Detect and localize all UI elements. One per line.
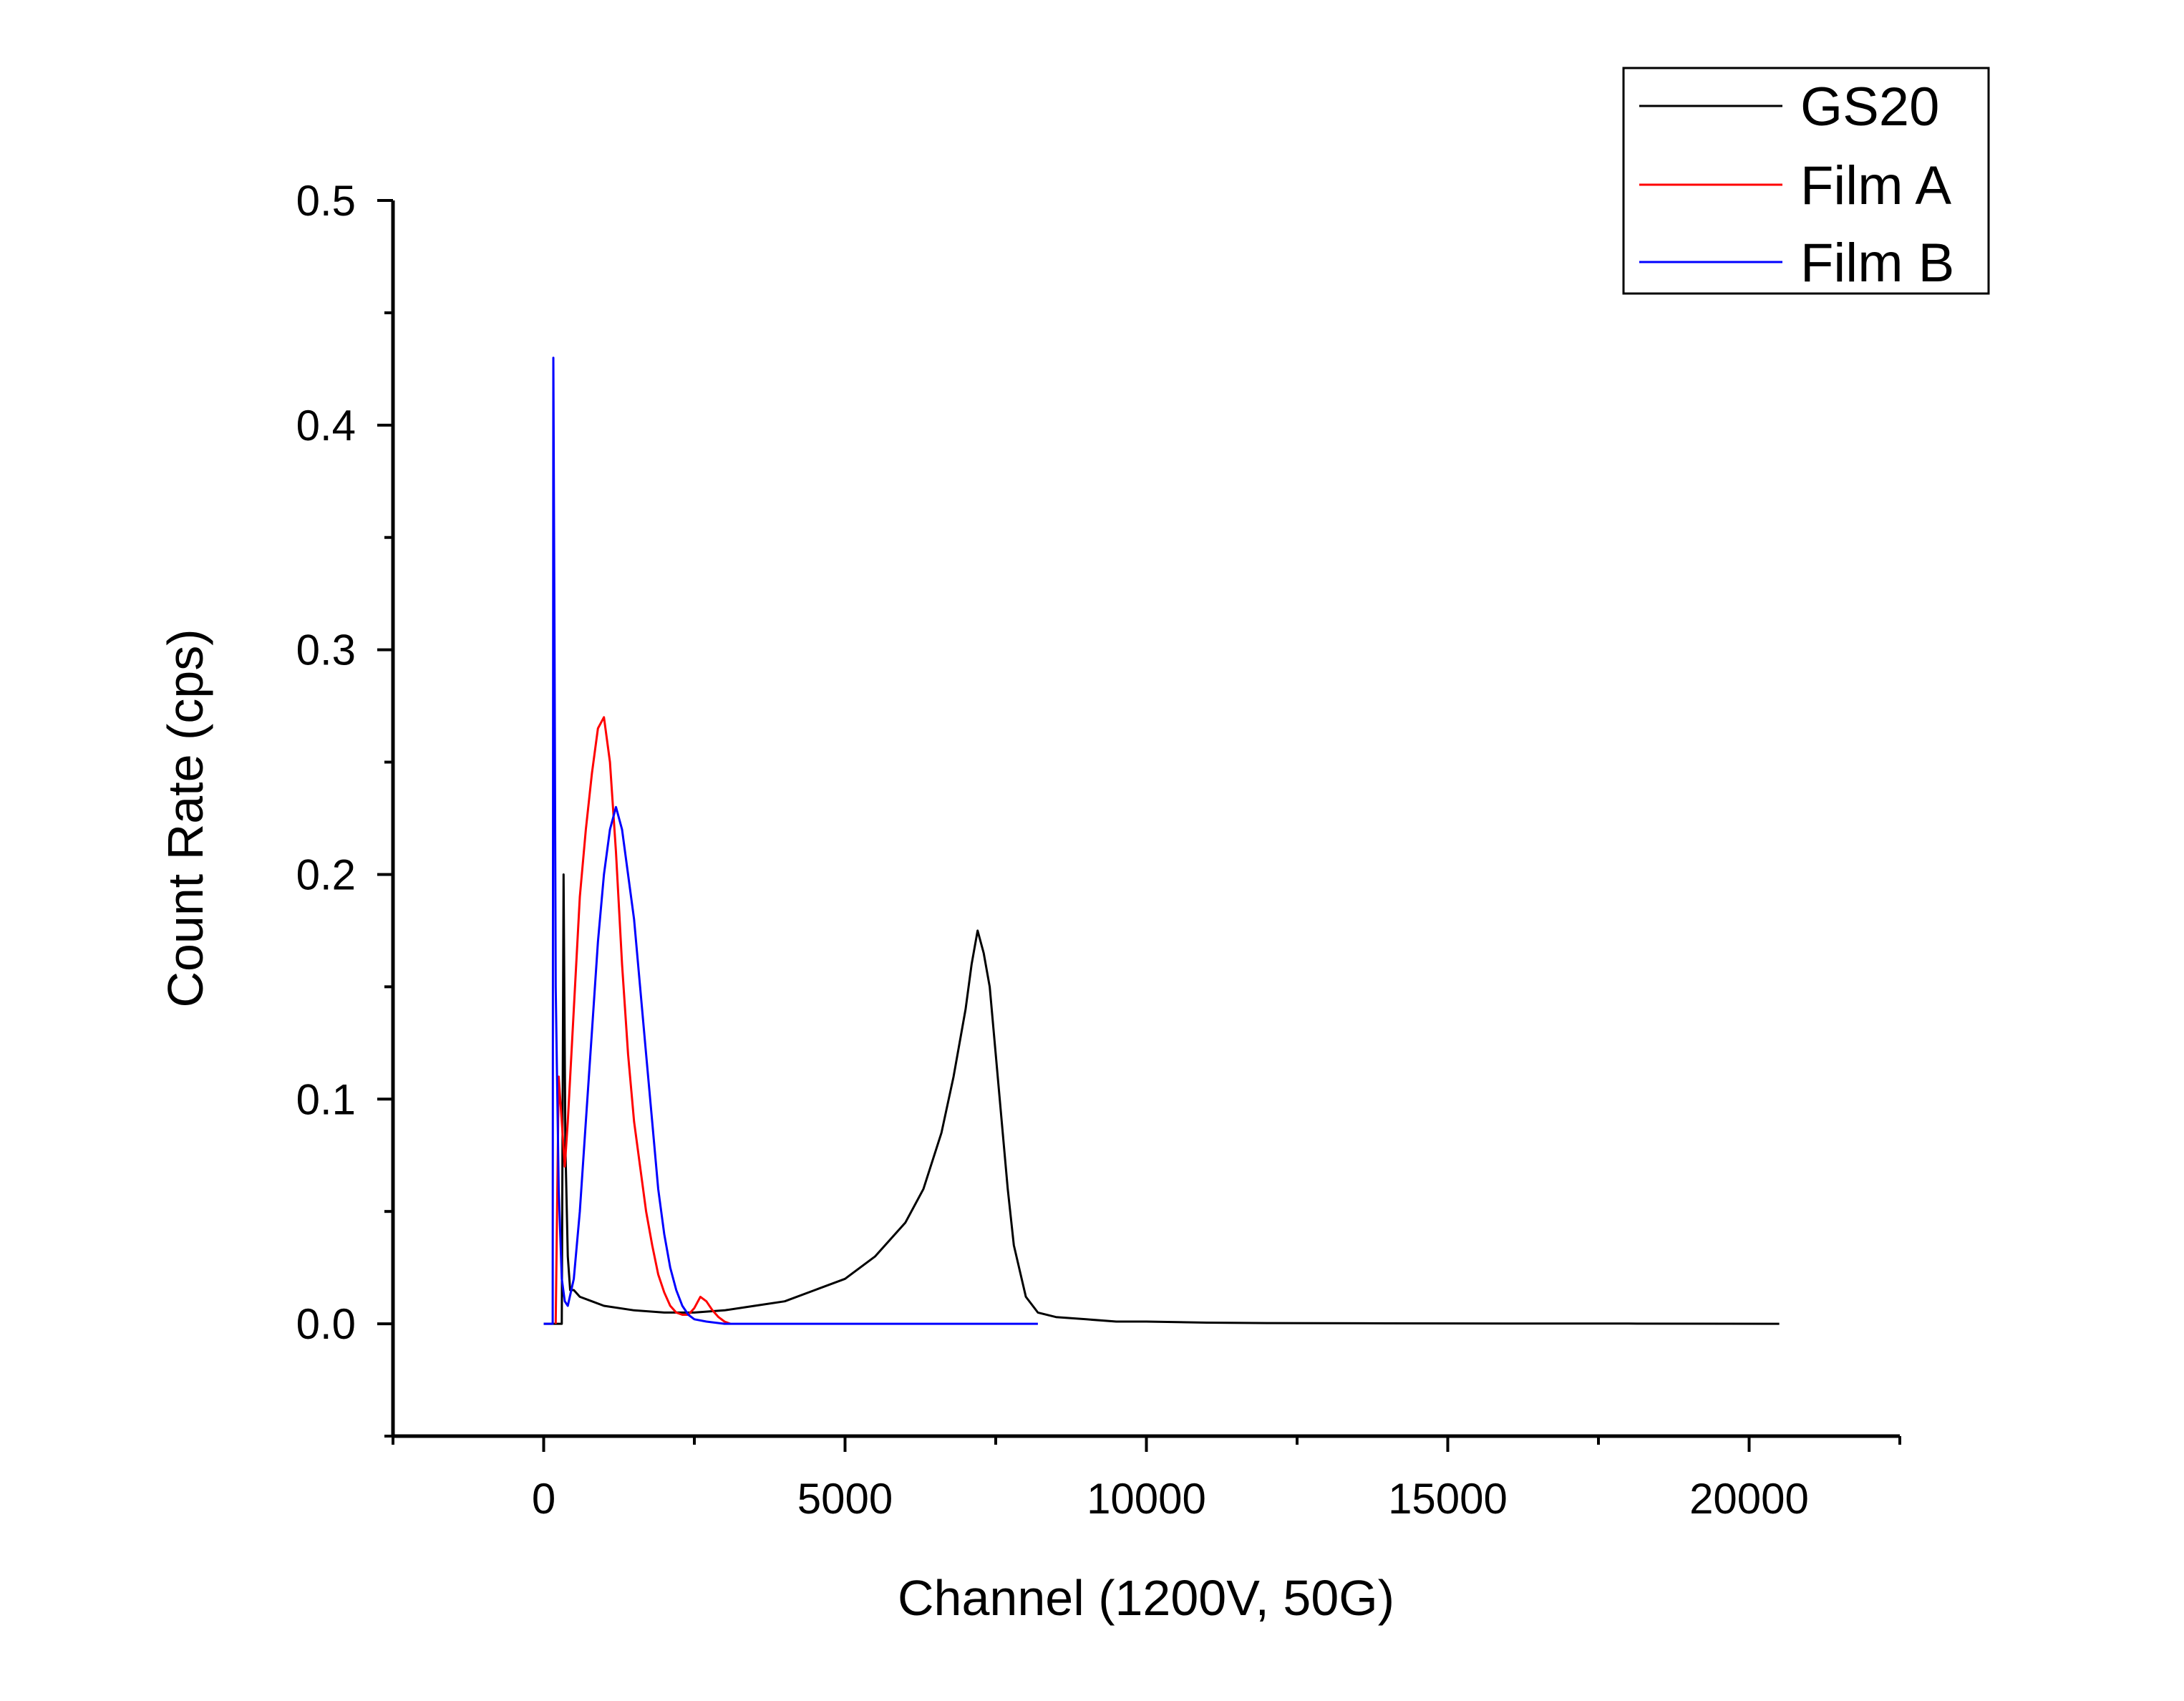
series-line-gs20 xyxy=(543,873,1780,1325)
x-tick-label: 10000 xyxy=(1087,1475,1206,1523)
y-axis-title: Count Rate (cps) xyxy=(157,629,213,1007)
y-tick-label: 0.2 xyxy=(296,850,356,898)
legend-label-film-b: Film B xyxy=(1800,233,1954,294)
legend: GS20 Film A Film B xyxy=(1622,67,1990,295)
x-tick-label: 15000 xyxy=(1388,1475,1508,1523)
plot-series xyxy=(543,357,1780,1325)
y-tick-label: 0.4 xyxy=(296,402,356,450)
legend-label-film-a: Film A xyxy=(1800,155,1951,216)
x-tick-label: 5000 xyxy=(797,1475,893,1523)
y-tick-label: 0.3 xyxy=(296,626,356,674)
series-line-film-a xyxy=(554,716,732,1325)
series-line-film-b xyxy=(543,357,1038,1325)
y-tick-label: 0.0 xyxy=(296,1300,356,1348)
x-ticks: 0 5000 10000 15000 20000 xyxy=(392,1436,1901,1523)
x-tick-label: 20000 xyxy=(1689,1475,1809,1523)
y-ticks: 0.0 0.1 0.2 0.3 0.4 0.5 xyxy=(296,177,393,1438)
y-tick-label: 0.5 xyxy=(296,177,356,225)
x-tick-label: 0 xyxy=(532,1475,555,1523)
x-axis-title: Channel (1200V, 50G) xyxy=(898,1570,1394,1626)
y-tick-label: 0.1 xyxy=(296,1075,356,1123)
legend-label-gs20: GS20 xyxy=(1800,77,1939,137)
